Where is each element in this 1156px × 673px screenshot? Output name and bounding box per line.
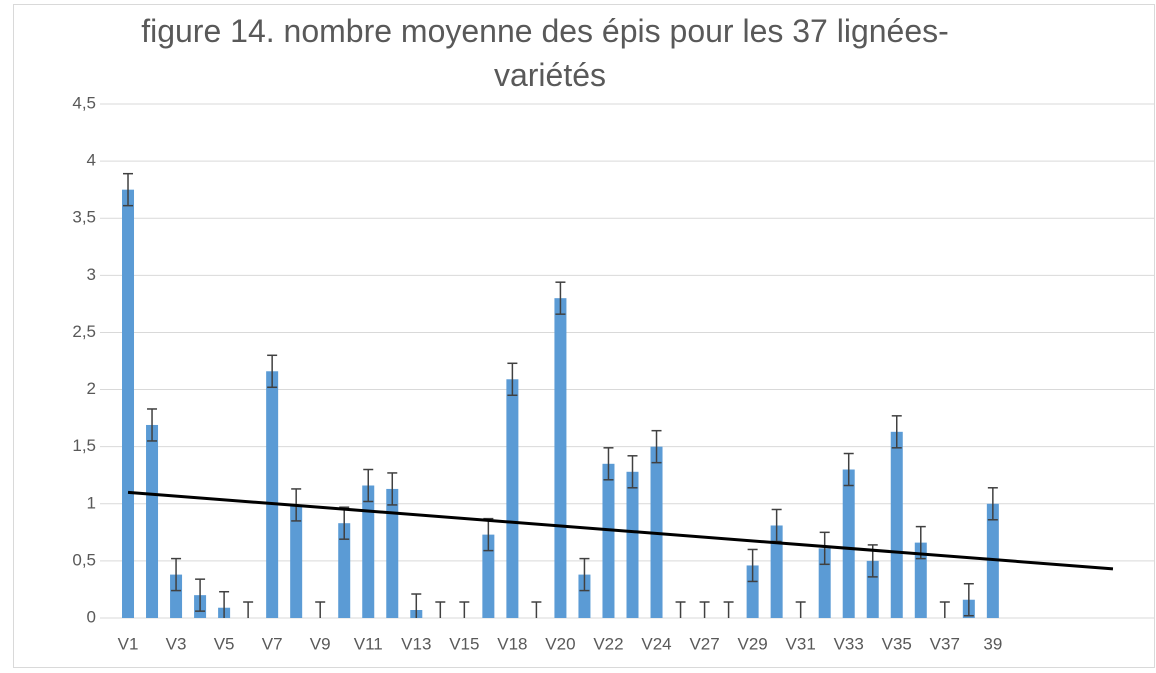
chart-title: variétés [494, 57, 606, 93]
bar [266, 371, 279, 618]
error-bar [699, 601, 710, 618]
error-bar [795, 601, 806, 618]
y-tick-label: 1,5 [72, 436, 96, 455]
x-tick-label: V1 [118, 634, 139, 653]
bar [338, 523, 351, 618]
y-tick-label: 0 [87, 607, 96, 626]
error-bar [891, 415, 902, 449]
error-bar [579, 557, 590, 592]
bar [554, 298, 567, 618]
chart-title: figure 14. nombre moyenne des épis pour … [141, 13, 949, 49]
error-bar [603, 447, 614, 481]
x-tick-label: V20 [545, 634, 575, 653]
x-tick-label: V29 [737, 634, 767, 653]
error-bar [627, 455, 638, 489]
error-bar [123, 172, 134, 207]
error-bar [267, 354, 278, 389]
x-tick-label: V18 [497, 634, 527, 653]
error-bar [651, 429, 662, 464]
y-tick-label: 3 [87, 265, 96, 284]
y-tick-label: 0,5 [72, 550, 96, 569]
error-bar [507, 362, 518, 397]
x-tick-label: V9 [310, 634, 331, 653]
error-bar [315, 601, 326, 618]
error-bar [219, 590, 230, 618]
x-tick-label: V3 [166, 634, 187, 653]
x-tick-label: 39 [983, 634, 1002, 653]
bar [914, 542, 927, 618]
bar [122, 189, 135, 618]
error-bar [531, 601, 542, 618]
error-bar [459, 601, 470, 618]
error-bar [963, 582, 974, 617]
error-bar [363, 468, 374, 503]
trendline [127, 490, 1114, 571]
error-bar [147, 408, 158, 442]
error-bar [843, 452, 854, 487]
x-tick-label: V7 [262, 634, 283, 653]
bar [770, 525, 783, 618]
error-bar [339, 506, 350, 540]
x-tick-label: V11 [354, 634, 383, 653]
x-tick-label: V37 [930, 634, 960, 653]
error-bar [939, 601, 950, 618]
y-tick-label: 4 [87, 151, 96, 170]
x-tick-label: V33 [834, 634, 864, 653]
x-tick-label: V27 [689, 634, 719, 653]
error-bar [675, 601, 686, 618]
x-tick-label: V13 [401, 634, 431, 653]
y-tick-label: 1 [87, 493, 96, 512]
bar [818, 548, 831, 618]
bar [626, 471, 639, 618]
bar [842, 469, 855, 618]
error-bar [195, 578, 206, 612]
error-bar [819, 531, 830, 566]
error-bar [435, 601, 446, 618]
bar [290, 504, 303, 618]
x-tick-label: V5 [214, 634, 235, 653]
bar [866, 560, 879, 618]
bar [170, 574, 183, 618]
error-bar [747, 548, 758, 583]
error-bar [243, 601, 254, 618]
error-bar [171, 557, 182, 592]
bar [482, 534, 495, 618]
error-bar [555, 281, 566, 315]
x-tick-label: V15 [449, 634, 479, 653]
plot [122, 172, 1114, 618]
x-tick-label: V35 [882, 634, 912, 653]
error-bar [387, 472, 398, 506]
bar [602, 463, 615, 618]
error-bar [987, 487, 998, 521]
bar [746, 565, 759, 618]
bar [386, 488, 399, 618]
error-bar [723, 601, 734, 618]
bar [146, 424, 159, 618]
x-tick-label: V22 [593, 634, 623, 653]
error-bar [411, 593, 422, 618]
y-tick-label: 3,5 [72, 208, 96, 227]
bar [890, 431, 903, 618]
y-tick-label: 2 [87, 379, 96, 398]
bar [362, 485, 375, 618]
bar [506, 379, 519, 618]
y-tick-label: 2,5 [72, 322, 96, 341]
x-tick-label: V24 [641, 634, 671, 653]
bar [578, 574, 591, 618]
x-tick-label: V31 [786, 634, 816, 653]
labels: 0 0,5 1 1,5 2 2,5 3 3,5 4 4,5 V1 V3 V5 V7 V9 V11 V13 V15 V… [72, 93, 1002, 653]
y-tick-label: 4,5 [72, 93, 96, 112]
